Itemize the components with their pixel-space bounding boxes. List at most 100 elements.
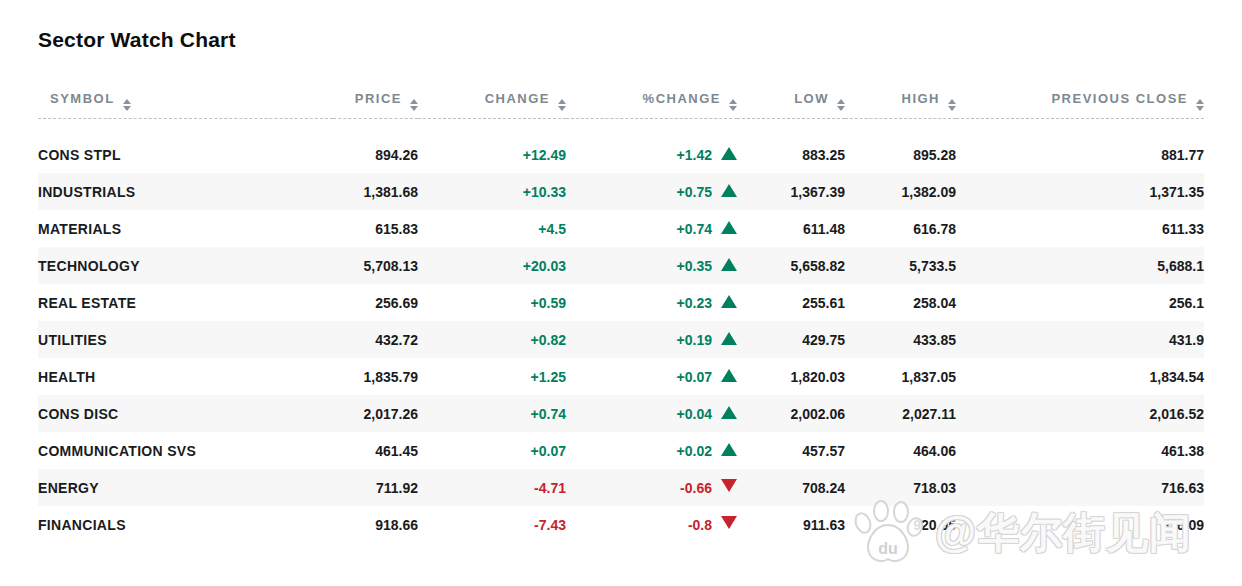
trend-up-icon — [721, 369, 737, 382]
sort-icon[interactable] — [123, 99, 131, 111]
cell-symbol: INDUSTRIALS — [38, 173, 333, 210]
trend-up-icon — [721, 332, 737, 345]
sort-icon[interactable] — [948, 99, 956, 111]
cell-high: 616.78 — [845, 210, 956, 247]
cell-value: 464.06 — [913, 443, 956, 459]
trend-up-icon — [721, 443, 737, 456]
column-header-prev-close[interactable]: PREVIOUS CLOSE — [956, 84, 1204, 118]
column-header-price[interactable]: PRICE — [333, 84, 418, 118]
cell-value: 716.63 — [1161, 480, 1204, 496]
cell-prev-close: 1,371.35 — [956, 173, 1204, 210]
column-label: PREVIOUS CLOSE — [1051, 91, 1188, 106]
page-title: Sector Watch Chart — [38, 28, 236, 52]
cell-price: 615.83 — [333, 210, 418, 247]
cell-symbol: CONS STPL — [38, 136, 333, 173]
column-header-pct-change[interactable]: %CHANGE — [566, 84, 737, 118]
sort-icon[interactable] — [837, 99, 845, 111]
sort-icon[interactable] — [558, 99, 566, 111]
cell-pct-change: -0.8 — [566, 506, 737, 543]
cell-low: 611.48 — [737, 210, 845, 247]
cell-high: 464.06 — [845, 432, 956, 469]
cell-price: 461.45 — [333, 432, 418, 469]
cell-value: +0.04 — [677, 406, 712, 422]
trend-up-icon — [721, 295, 737, 308]
cell-value: 911.63 — [803, 517, 845, 533]
cell-change: +12.49 — [418, 136, 566, 173]
cell-symbol: TECHNOLOGY — [38, 247, 333, 284]
column-label: CHANGE — [485, 91, 550, 106]
cell-price: 1,381.68 — [333, 173, 418, 210]
cell-value: 611.48 — [803, 221, 845, 237]
cell-low: 5,658.82 — [737, 247, 845, 284]
cell-low: 911.63 — [737, 506, 845, 543]
cell-value: +4.5 — [538, 221, 566, 237]
cell-change: +0.59 — [418, 284, 566, 321]
cell-low: 883.25 — [737, 136, 845, 173]
column-header-high[interactable]: HIGH — [845, 84, 956, 118]
cell-value: 1,371.35 — [1150, 184, 1205, 200]
table-row-cons-disc: CONS DISC2,017.26+0.74+0.042,002.062,027… — [38, 395, 1204, 432]
cell-value: 1,367.39 — [791, 184, 846, 200]
cell-symbol: UTILITIES — [38, 321, 333, 358]
sort-icon[interactable] — [410, 99, 418, 111]
column-label: HIGH — [902, 91, 941, 106]
cell-high: 1,837.05 — [845, 358, 956, 395]
cell-change: +10.33 — [418, 173, 566, 210]
cell-value: +1.25 — [531, 369, 566, 385]
cell-high: 718.03 — [845, 469, 956, 506]
trend-up-icon — [721, 258, 737, 271]
cell-value: 2,016.52 — [1150, 406, 1205, 422]
cell-value: 5,708.13 — [364, 258, 419, 274]
trend-down-icon — [721, 479, 737, 492]
table-row-utilities: UTILITIES432.72+0.82+0.19429.75433.85431… — [38, 321, 1204, 358]
cell-value: 5,658.82 — [791, 258, 846, 274]
table-row-industrials: INDUSTRIALS1,381.68+10.33+0.751,367.391,… — [38, 173, 1204, 210]
cell-low: 429.75 — [737, 321, 845, 358]
cell-value: 2,002.06 — [791, 406, 846, 422]
column-label: %CHANGE — [643, 91, 721, 106]
cell-change: -7.43 — [418, 506, 566, 543]
sort-icon[interactable] — [1196, 99, 1204, 111]
cell-value: 1,820.03 — [791, 369, 846, 385]
cell-value: +0.07 — [531, 443, 566, 459]
cell-change: +0.74 — [418, 395, 566, 432]
table-header-row: SYMBOL PRICE CHANGE %CHANGE LOW HIGH PREVIOUS … — [38, 84, 1204, 118]
cell-high: 1,382.09 — [845, 173, 956, 210]
table-row-technology: TECHNOLOGY5,708.13+20.03+0.355,658.825,7… — [38, 247, 1204, 284]
cell-price: 5,708.13 — [333, 247, 418, 284]
cell-value: +12.49 — [523, 147, 566, 163]
cell-value: +0.02 — [677, 443, 712, 459]
cell-value: 895.28 — [913, 147, 956, 163]
cell-value: +0.07 — [677, 369, 712, 385]
cell-value: +10.33 — [523, 184, 566, 200]
column-header-change[interactable]: CHANGE — [418, 84, 566, 118]
cell-value: 615.83 — [375, 221, 418, 237]
column-header-low[interactable]: LOW — [737, 84, 845, 118]
cell-value: +0.82 — [531, 332, 566, 348]
table-row-financials: FINANCIALS918.66-7.43-0.8911.63920.05926… — [38, 506, 1204, 543]
cell-value: +20.03 — [523, 258, 566, 274]
column-label: LOW — [794, 91, 829, 106]
cell-low: 2,002.06 — [737, 395, 845, 432]
cell-value: 431.9 — [1169, 332, 1204, 348]
cell-low: 708.24 — [737, 469, 845, 506]
cell-low: 457.57 — [737, 432, 845, 469]
cell-pct-change: +0.02 — [566, 432, 737, 469]
sector-watch-widget: Sector Watch Chart SYMBOL PRICE CHANGE %CHA… — [0, 0, 1242, 586]
cell-symbol: CONS DISC — [38, 395, 333, 432]
cell-high: 433.85 — [845, 321, 956, 358]
cell-value: 918.66 — [375, 517, 418, 533]
cell-value: 256.69 — [375, 295, 418, 311]
cell-symbol: FINANCIALS — [38, 506, 333, 543]
cell-pct-change: +0.23 — [566, 284, 737, 321]
column-label: PRICE — [355, 91, 402, 106]
cell-pct-change: +0.07 — [566, 358, 737, 395]
cell-value: 457.57 — [802, 443, 845, 459]
sort-icon[interactable] — [729, 99, 737, 111]
sector-table: SYMBOL PRICE CHANGE %CHANGE LOW HIGH PREVIOUS … — [38, 84, 1204, 543]
column-header-symbol[interactable]: SYMBOL — [38, 84, 333, 118]
cell-value: 616.78 — [913, 221, 956, 237]
cell-symbol: COMMUNICATION SVS — [38, 432, 333, 469]
trend-up-icon — [721, 147, 737, 160]
table-header: SYMBOL PRICE CHANGE %CHANGE LOW HIGH PREVIOUS … — [38, 84, 1204, 118]
